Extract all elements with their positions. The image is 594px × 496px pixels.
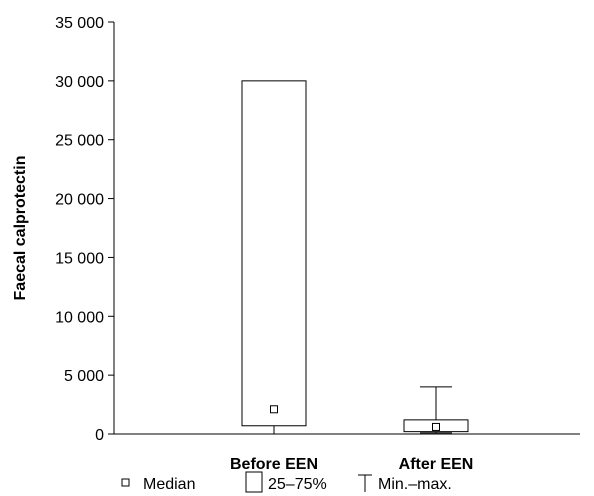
- box-1: [241, 80, 307, 435]
- legend-median-label: Median: [143, 476, 195, 493]
- legend-median-symbol: [121, 478, 130, 487]
- legend-box-label: 25–75%: [268, 476, 327, 493]
- y-tick-label: 20 000: [55, 192, 104, 209]
- legend-whisker-label: Min.–max.: [378, 476, 452, 493]
- box-2: [403, 386, 469, 434]
- category-label: Before EEN: [230, 456, 318, 473]
- median-marker: [432, 422, 440, 431]
- y-axis-ticks: 0 5 000 10 000 15 000 20 000 25 000 30 000 35 0…: [55, 15, 114, 444]
- boxes: [241, 80, 469, 435]
- y-tick-label: 15 000: [55, 250, 104, 267]
- y-tick-label: 30 000: [55, 74, 104, 91]
- axes: [113, 22, 580, 435]
- y-tick-label: 35 000: [55, 15, 104, 32]
- category-labels: Before EEN After EEN: [230, 456, 473, 473]
- y-tick-label: 25 000: [55, 133, 104, 150]
- legend: Median 25–75% Min.–max.: [121, 471, 452, 493]
- median-marker: [270, 405, 278, 414]
- y-tick-label: 0: [95, 427, 104, 444]
- y-tick-label: 5 000: [64, 368, 104, 385]
- y-tick-label: 10 000: [55, 309, 104, 326]
- legend-box-symbol: [245, 471, 263, 493]
- category-label: After EEN: [399, 456, 474, 473]
- iqr-box: [241, 80, 307, 427]
- y-axis-label: Faecal calprotectin: [12, 156, 29, 301]
